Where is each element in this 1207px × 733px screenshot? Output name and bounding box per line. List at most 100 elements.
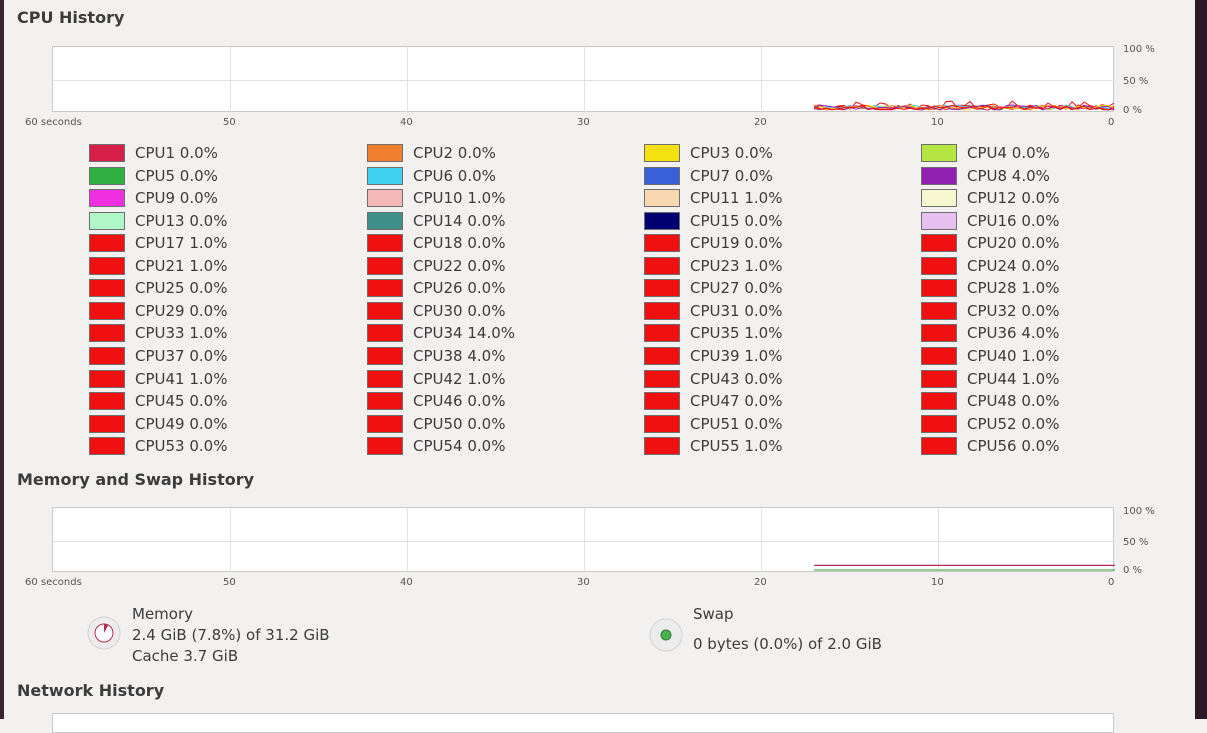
- cpu-legend-label: CPU52 0.0%: [967, 414, 1060, 433]
- cpu-color-swatch[interactable]: [367, 166, 403, 185]
- cpu-color-swatch[interactable]: [367, 301, 403, 320]
- cpu-color-swatch[interactable]: [89, 346, 125, 365]
- cpu-color-swatch[interactable]: [644, 211, 680, 230]
- cpu-legend-item: CPU48 0.0%: [921, 391, 1059, 411]
- cpu-color-swatch[interactable]: [644, 437, 680, 456]
- cpu-color-swatch[interactable]: [367, 392, 403, 411]
- cpu-legend-label: CPU7 0.0%: [690, 166, 773, 185]
- cpu-color-swatch[interactable]: [921, 234, 957, 253]
- cpu-color-swatch[interactable]: [89, 437, 125, 456]
- cpu-color-swatch[interactable]: [921, 166, 957, 185]
- cpu-color-swatch[interactable]: [89, 414, 125, 433]
- cpu-legend-label: CPU31 0.0%: [690, 301, 783, 320]
- cpu-legend-label: CPU33 1.0%: [135, 324, 228, 343]
- cpu-legend-label: CPU26 0.0%: [413, 279, 506, 298]
- cpu-color-swatch[interactable]: [644, 369, 680, 388]
- cpu-legend-item: CPU21 1.0%: [89, 256, 227, 276]
- cpu-color-swatch[interactable]: [644, 189, 680, 208]
- cpu-legend-item: CPU39 1.0%: [644, 346, 782, 366]
- cpu-color-swatch[interactable]: [921, 392, 957, 411]
- memory-history-plot: [53, 508, 1115, 573]
- cpu-color-swatch[interactable]: [921, 144, 957, 162]
- cpu-legend-label: CPU30 0.0%: [413, 301, 506, 320]
- cpu-legend-label: CPU9 0.0%: [135, 189, 218, 208]
- cpu-legend-label: CPU45 0.0%: [135, 392, 228, 411]
- cpu-color-swatch[interactable]: [367, 346, 403, 365]
- cpu-legend-item: CPU54 0.0%: [367, 436, 505, 456]
- cpu-color-swatch[interactable]: [89, 301, 125, 320]
- cpu-legend-label: CPU20 0.0%: [967, 234, 1060, 253]
- cpu-legend-item: CPU46 0.0%: [367, 391, 505, 411]
- cpu-color-swatch[interactable]: [921, 189, 957, 208]
- cpu-color-swatch[interactable]: [644, 166, 680, 185]
- cpu-legend-item: CPU29 0.0%: [89, 301, 227, 321]
- cpu-color-swatch[interactable]: [89, 324, 125, 343]
- cpu-color-swatch[interactable]: [367, 256, 403, 275]
- cpu-color-swatch[interactable]: [644, 234, 680, 253]
- cpu-legend-item: CPU43 0.0%: [644, 369, 782, 389]
- cpu-color-swatch[interactable]: [89, 369, 125, 388]
- cpu-color-swatch[interactable]: [89, 189, 125, 208]
- cpu-color-swatch[interactable]: [367, 279, 403, 298]
- cpu-color-swatch[interactable]: [367, 189, 403, 208]
- cpu-legend-label: CPU12 0.0%: [967, 189, 1060, 208]
- cpu-color-swatch[interactable]: [367, 234, 403, 253]
- cpu-color-swatch[interactable]: [644, 279, 680, 298]
- cpu-legend-label: CPU18 0.0%: [413, 234, 506, 253]
- cpu-color-swatch[interactable]: [921, 324, 957, 343]
- cpu-legend-label: CPU4 0.0%: [967, 144, 1050, 162]
- cpu-color-swatch[interactable]: [644, 144, 680, 162]
- cpu-color-swatch[interactable]: [367, 211, 403, 230]
- cpu-color-swatch[interactable]: [921, 301, 957, 320]
- cpu-color-swatch[interactable]: [367, 324, 403, 343]
- cpu-color-swatch[interactable]: [921, 279, 957, 298]
- cpu-x-label: 0: [1108, 117, 1115, 128]
- cpu-color-swatch[interactable]: [921, 437, 957, 456]
- cpu-color-swatch[interactable]: [89, 256, 125, 275]
- cpu-color-swatch[interactable]: [921, 256, 957, 275]
- cpu-color-swatch[interactable]: [644, 414, 680, 433]
- cpu-color-swatch[interactable]: [89, 211, 125, 230]
- cpu-color-swatch[interactable]: [921, 211, 957, 230]
- cpu-color-swatch[interactable]: [89, 392, 125, 411]
- cpu-legend-label: CPU42 1.0%: [413, 369, 506, 388]
- swap-pie-icon[interactable]: [648, 617, 684, 653]
- cpu-color-swatch[interactable]: [367, 437, 403, 456]
- cpu-color-swatch[interactable]: [644, 301, 680, 320]
- cpu-legend-item: CPU35 1.0%: [644, 323, 782, 343]
- cpu-legend-item: CPU3 0.0%: [644, 143, 773, 163]
- cpu-color-swatch[interactable]: [644, 346, 680, 365]
- cpu-color-swatch[interactable]: [367, 144, 403, 162]
- cpu-legend-item: CPU17 1.0%: [89, 233, 227, 253]
- cpu-legend-item: CPU52 0.0%: [921, 414, 1059, 434]
- cpu-color-swatch[interactable]: [921, 414, 957, 433]
- memory-pie-icon[interactable]: [86, 615, 122, 651]
- cpu-legend-item: CPU31 0.0%: [644, 301, 782, 321]
- cpu-legend-item: CPU6 0.0%: [367, 166, 496, 186]
- cpu-color-swatch[interactable]: [367, 369, 403, 388]
- cpu-color-swatch[interactable]: [644, 392, 680, 411]
- cpu-color-swatch[interactable]: [89, 279, 125, 298]
- cpu-legend-label: CPU40 1.0%: [967, 346, 1060, 365]
- cpu-color-swatch[interactable]: [644, 256, 680, 275]
- cpu-color-swatch[interactable]: [89, 144, 125, 162]
- cpu-legend-item: CPU12 0.0%: [921, 188, 1059, 208]
- mem-x-label: 50: [223, 577, 236, 588]
- cpu-legend-item: CPU45 0.0%: [89, 391, 227, 411]
- cpu-legend-item: CPU18 0.0%: [367, 233, 505, 253]
- cpu-legend-label: CPU53 0.0%: [135, 437, 228, 456]
- cpu-color-swatch[interactable]: [921, 346, 957, 365]
- cpu-legend-label: CPU19 0.0%: [690, 234, 783, 253]
- cpu-legend-label: CPU2 0.0%: [413, 144, 496, 162]
- mem-x-label: 40: [400, 577, 413, 588]
- cpu-color-swatch[interactable]: [367, 414, 403, 433]
- cpu-legend-label: CPU27 0.0%: [690, 279, 783, 298]
- cpu-legend-label: CPU28 1.0%: [967, 279, 1060, 298]
- cpu-color-swatch[interactable]: [644, 324, 680, 343]
- cpu-color-swatch[interactable]: [921, 369, 957, 388]
- cpu-legend-label: CPU15 0.0%: [690, 211, 783, 230]
- cpu-legend-item: CPU38 4.0%: [367, 346, 505, 366]
- cpu-color-swatch[interactable]: [89, 166, 125, 185]
- cpu-legend-label: CPU24 0.0%: [967, 256, 1060, 275]
- cpu-color-swatch[interactable]: [89, 234, 125, 253]
